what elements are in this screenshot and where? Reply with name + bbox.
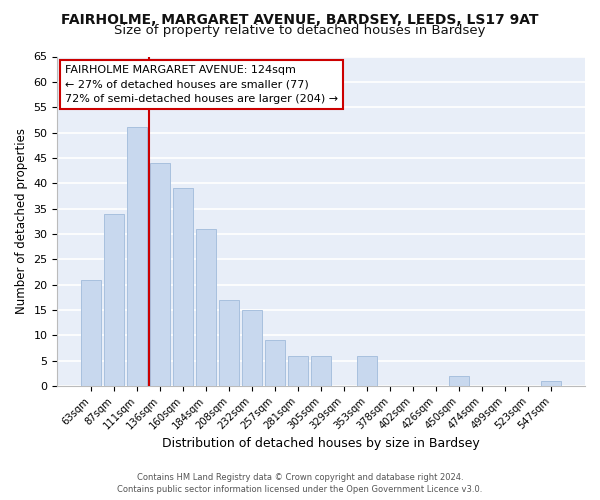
- Bar: [358, 356, 377, 386]
- Text: FAIRHOLME, MARGARET AVENUE, BARDSEY, LEEDS, LS17 9AT: FAIRHOLME, MARGARET AVENUE, BARDSEY, LEE…: [61, 12, 539, 26]
- Bar: [173, 188, 193, 386]
- Bar: [220, 300, 239, 386]
- Y-axis label: Number of detached properties: Number of detached properties: [15, 128, 28, 314]
- Bar: [151, 163, 170, 386]
- Bar: [242, 310, 262, 386]
- Bar: [289, 356, 308, 386]
- Bar: [541, 381, 561, 386]
- Text: FAIRHOLME MARGARET AVENUE: 124sqm
← 27% of detached houses are smaller (77)
72% : FAIRHOLME MARGARET AVENUE: 124sqm ← 27% …: [65, 64, 338, 104]
- Bar: [196, 229, 216, 386]
- Bar: [449, 376, 469, 386]
- Bar: [311, 356, 331, 386]
- Bar: [265, 340, 285, 386]
- Bar: [127, 128, 147, 386]
- Bar: [82, 280, 101, 386]
- Text: Size of property relative to detached houses in Bardsey: Size of property relative to detached ho…: [114, 24, 486, 37]
- Bar: [104, 214, 124, 386]
- X-axis label: Distribution of detached houses by size in Bardsey: Distribution of detached houses by size …: [163, 437, 480, 450]
- Text: Contains HM Land Registry data © Crown copyright and database right 2024.
Contai: Contains HM Land Registry data © Crown c…: [118, 472, 482, 494]
